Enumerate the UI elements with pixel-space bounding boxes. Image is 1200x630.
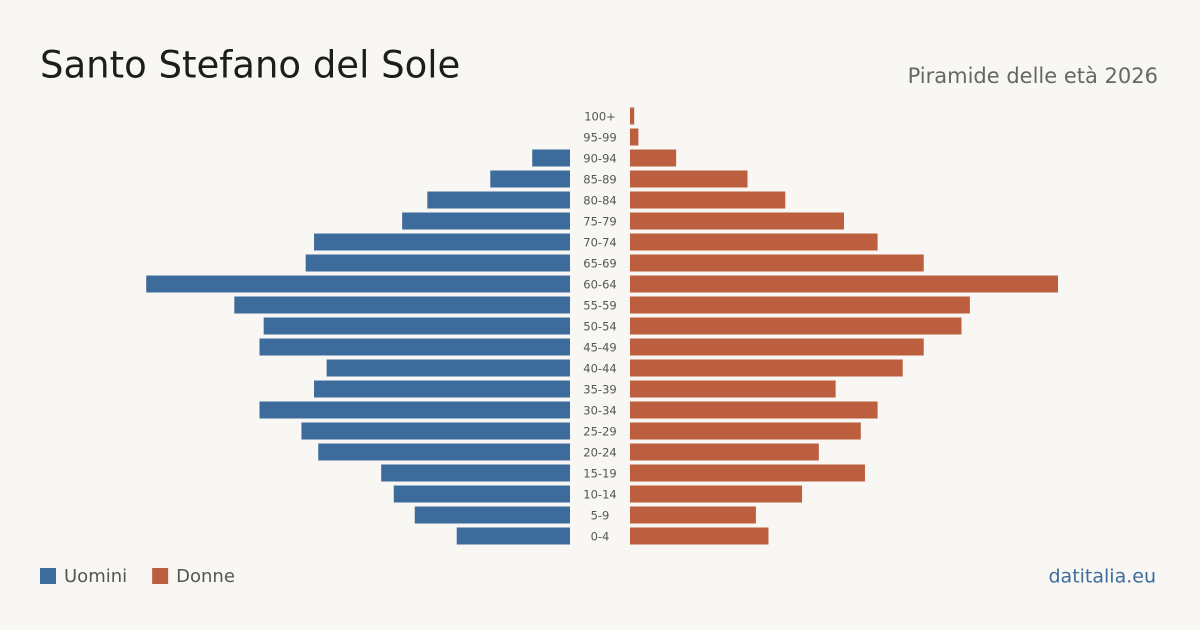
age-label: 70-74 [583, 236, 616, 250]
bar-female [630, 107, 635, 125]
age-label: 15-19 [583, 467, 616, 481]
age-label: 35-39 [583, 383, 616, 397]
bar-female [630, 317, 962, 335]
source: datitalia.eu [1049, 566, 1157, 588]
age-label: 20-24 [583, 446, 616, 460]
age-label: 90-94 [583, 152, 616, 166]
bar-female [630, 422, 861, 440]
age-label: 55-59 [583, 299, 616, 313]
bar-female [630, 275, 1058, 293]
bar-male [414, 506, 570, 524]
bar-female [630, 401, 878, 419]
age-label: 100+ [584, 110, 616, 124]
bar-male [259, 401, 570, 419]
bar-male [532, 149, 570, 167]
bar-female [630, 296, 970, 314]
age-label: 40-44 [583, 362, 616, 376]
age-label: 25-29 [583, 425, 616, 439]
bar-male [234, 296, 570, 314]
bar-female [630, 212, 844, 230]
age-label: 5-9 [591, 509, 610, 523]
chart-title: Santo Stefano del Sole [40, 44, 460, 87]
bar-female [630, 254, 924, 272]
bar-female [630, 338, 924, 356]
age-label: 30-34 [583, 404, 616, 418]
bar-male [314, 380, 570, 398]
bar-male [314, 233, 570, 251]
bar-male [318, 443, 570, 461]
bar-male [263, 317, 570, 335]
bar-female [630, 128, 639, 146]
bar-male [456, 527, 570, 545]
age-label: 10-14 [583, 488, 616, 502]
bar-male [305, 254, 570, 272]
bar-female [630, 170, 748, 188]
bar-male [402, 212, 570, 230]
bar-male [490, 170, 570, 188]
bar-female [630, 149, 677, 167]
bar-female [630, 464, 865, 482]
bar-male [301, 422, 570, 440]
age-label: 95-99 [583, 131, 616, 145]
bar-female [630, 443, 819, 461]
age-label: 65-69 [583, 257, 616, 271]
bar-male [259, 338, 570, 356]
bar-male [381, 464, 570, 482]
legend-swatch [40, 568, 56, 584]
age-label: 45-49 [583, 341, 616, 355]
age-label: 80-84 [583, 194, 616, 208]
legend-swatch [152, 568, 169, 584]
chart-subtitle: Piramide delle età 2026 [908, 64, 1158, 88]
bar-female [630, 527, 769, 545]
bar-female [630, 233, 878, 251]
age-label: 0-4 [591, 530, 610, 544]
age-label: 50-54 [583, 320, 616, 334]
bar-male [146, 275, 570, 293]
age-label: 60-64 [583, 278, 616, 292]
bar-male [393, 485, 570, 503]
bar-female [630, 506, 756, 524]
bar-male [427, 191, 570, 209]
bar-male [326, 359, 570, 377]
bar-female [630, 191, 786, 209]
bar-female [630, 359, 903, 377]
age-label: 75-79 [583, 215, 616, 229]
bar-female [630, 380, 836, 398]
legend-label: Donne [176, 566, 235, 587]
bar-female [630, 485, 803, 503]
legend-label: Uomini [64, 566, 127, 587]
age-label: 85-89 [583, 173, 616, 187]
